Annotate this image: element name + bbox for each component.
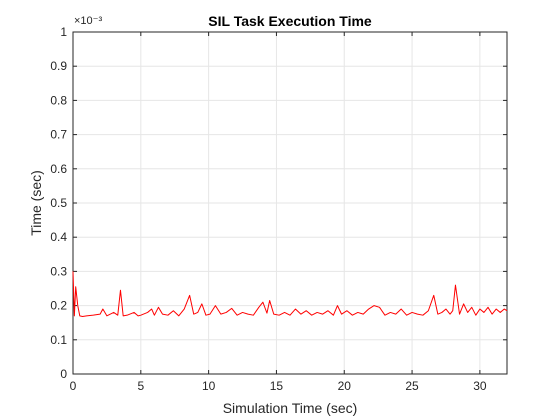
x-axis-label: Simulation Time (sec) xyxy=(223,400,358,416)
series-line-0 xyxy=(72,271,508,318)
y-tick-label: 0.7 xyxy=(50,128,67,142)
y-tick-label: 0.4 xyxy=(50,230,67,244)
y-exponent-label: ×10⁻³ xyxy=(74,15,102,27)
y-tick-label: 0.8 xyxy=(50,93,67,107)
x-tick-label: 30 xyxy=(473,379,487,393)
series-layer xyxy=(72,271,508,318)
chart-title: SIL Task Execution Time xyxy=(208,13,372,29)
x-tick-label: 10 xyxy=(202,379,216,393)
y-tick-label: 0.1 xyxy=(50,333,67,347)
y-tick-label: 0.2 xyxy=(50,299,67,313)
y-tick-label: 0.9 xyxy=(50,59,67,73)
x-tick-label: 0 xyxy=(70,379,77,393)
y-tick-label: 0.3 xyxy=(50,264,67,278)
y-tick-label: 0.6 xyxy=(50,162,67,176)
x-tick-label: 20 xyxy=(338,379,352,393)
y-axis-label: Time (sec) xyxy=(28,170,44,236)
y-tick-label: 1 xyxy=(60,25,67,39)
x-tick-label: 5 xyxy=(137,379,144,393)
x-tick-label: 15 xyxy=(270,379,284,393)
y-tick-label: 0.5 xyxy=(50,196,67,210)
x-tick-label: 25 xyxy=(405,379,419,393)
y-tick-label: 0 xyxy=(60,367,67,381)
axes-box xyxy=(72,31,508,375)
axes: 0 5 10 15 20 25 30 0 0.1 0.2 0.3 0.4 0.5 0.6 0.7 0.8 0.9… xyxy=(50,25,508,393)
